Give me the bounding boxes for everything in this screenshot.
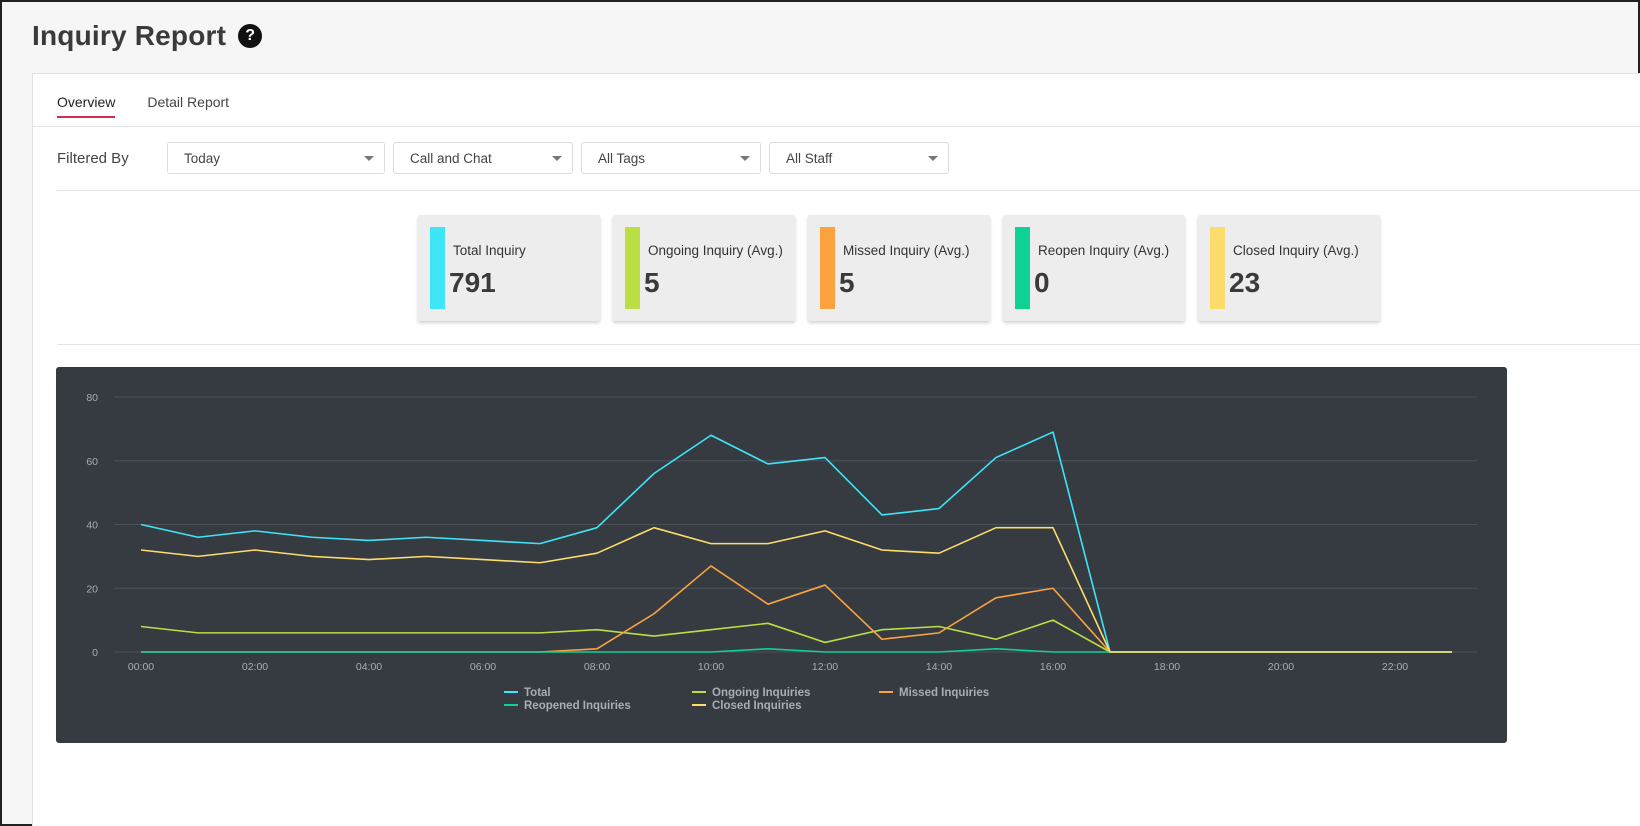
x-tick-label: 10:00 <box>698 661 724 673</box>
legend-label: Reopened Inquiries <box>524 700 631 712</box>
report-card: Overview Detail Report Filtered By Today… <box>32 73 1640 826</box>
chevron-down-icon <box>364 155 374 161</box>
stats-divider <box>57 344 1640 345</box>
stats-row: Total Inquiry 791 Ongoing Inquiry (Avg.)… <box>418 215 1380 321</box>
stat-label: Missed Inquiry (Avg.) <box>843 243 970 258</box>
page-title: Inquiry Report <box>32 20 227 51</box>
tabs-divider <box>33 126 1640 127</box>
stat-reopen-inquiry: Reopen Inquiry (Avg.) 0 <box>1003 215 1185 321</box>
y-tick-label: 20 <box>86 583 98 595</box>
x-tick-label: 16:00 <box>1040 661 1066 673</box>
legend-label: Total <box>524 687 551 699</box>
chevron-down-icon <box>928 155 938 161</box>
stat-color-bar <box>820 227 835 309</box>
stat-value: 0 <box>1034 267 1050 298</box>
series-line-missed-inquiries <box>141 565 1452 653</box>
stat-label: Closed Inquiry (Avg.) <box>1233 243 1359 258</box>
x-tick-label: 00:00 <box>128 661 154 673</box>
x-tick-label: 12:00 <box>812 661 838 673</box>
filter-divider <box>57 190 1640 191</box>
x-tick-label: 06:00 <box>470 661 496 673</box>
y-tick-label: 60 <box>86 456 98 468</box>
chevron-down-icon <box>740 155 750 161</box>
stat-closed-inquiry: Closed Inquiry (Avg.) 23 <box>1198 215 1380 321</box>
stat-color-bar <box>1015 227 1030 309</box>
stat-label: Reopen Inquiry (Avg.) <box>1038 243 1170 258</box>
stat-total-inquiry: Total Inquiry 791 <box>418 215 600 321</box>
stat-color-bar <box>430 227 445 309</box>
staff-select[interactable]: All Staff <box>769 142 949 174</box>
tags-value: All Tags <box>598 150 646 166</box>
x-tick-label: 18:00 <box>1154 661 1180 673</box>
x-tick-label: 08:00 <box>584 661 610 673</box>
tab-overview[interactable]: Overview <box>57 94 116 118</box>
legend-label: Ongoing Inquiries <box>712 687 810 699</box>
date-range-select[interactable]: Today <box>167 142 385 174</box>
stat-color-bar <box>625 227 640 309</box>
stat-value: 791 <box>449 267 496 298</box>
x-tick-label: 22:00 <box>1382 661 1408 673</box>
channel-select[interactable]: Call and Chat <box>393 142 573 174</box>
y-tick-label: 0 <box>92 647 98 659</box>
x-tick-label: 02:00 <box>242 661 268 673</box>
page-header: Inquiry Report ? <box>32 20 263 52</box>
x-tick-label: 04:00 <box>356 661 382 673</box>
help-icon[interactable]: ? <box>238 24 263 48</box>
filter-row: Filtered By Today Call and Chat All Tags… <box>57 142 957 174</box>
y-tick-label: 80 <box>86 392 98 404</box>
staff-value: All Staff <box>786 150 833 166</box>
stat-value: 5 <box>839 267 855 298</box>
stat-ongoing-inquiry: Ongoing Inquiry (Avg.) 5 <box>613 215 795 321</box>
tab-detail-report[interactable]: Detail Report <box>147 94 230 110</box>
stat-label: Total Inquiry <box>453 243 526 258</box>
legend-label: Missed Inquiries <box>899 687 989 699</box>
filter-label: Filtered By <box>57 149 129 167</box>
series-line-ongoing-inquiries <box>140 619 1452 653</box>
stat-label: Ongoing Inquiry (Avg.) <box>648 243 783 258</box>
legend-label: Closed Inquiries <box>712 700 801 712</box>
stat-missed-inquiry: Missed Inquiry (Avg.) 5 <box>808 215 990 321</box>
stat-value: 5 <box>644 267 660 298</box>
chart-svg: 0 20 40 60 80 00:00 02:00 04:00 06:00 08:00 10:00 1… <box>86 392 1477 712</box>
x-tick-label: 20:00 <box>1268 661 1294 673</box>
series-line-closed-inquiries <box>140 526 1452 653</box>
channel-value: Call and Chat <box>410 150 492 166</box>
date-range-value: Today <box>184 150 221 166</box>
tab-bar: Overview Detail Report <box>57 94 229 118</box>
stat-value: 23 <box>1229 267 1261 298</box>
tags-select[interactable]: All Tags <box>581 142 761 174</box>
inquiry-line-chart: 0 20 40 60 80 00:00 02:00 04:00 06:00 08:00 10:00 1… <box>56 367 1507 743</box>
y-tick-label: 40 <box>86 520 98 532</box>
stat-color-bar <box>1210 227 1225 309</box>
chevron-down-icon <box>552 155 562 161</box>
x-tick-label: 14:00 <box>926 661 952 673</box>
series-line-total <box>140 431 1452 653</box>
